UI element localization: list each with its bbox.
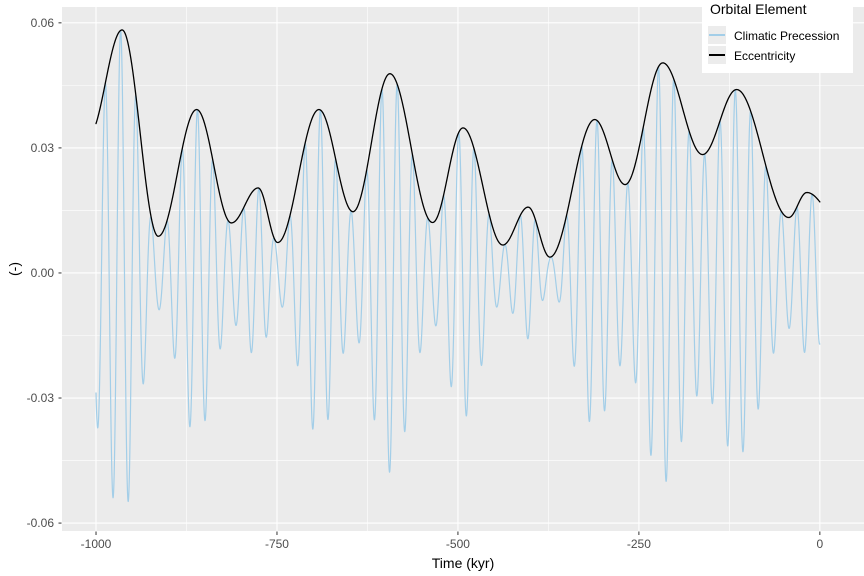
x-tick-label: 0 — [816, 537, 824, 551]
y-tick-label: 0.00 — [30, 265, 54, 280]
x-tick-label: -1000 — [80, 537, 112, 551]
legend-label-eccentricity: Eccentricity — [734, 49, 796, 63]
legend: Orbital Element Climatic Precession Ecce… — [702, 0, 853, 73]
y-tick-label: -0.03 — [26, 391, 54, 406]
precession-line-sample — [709, 34, 725, 36]
y-tick-label: 0.06 — [30, 15, 54, 30]
x-axis-title: Time (kyr) — [431, 555, 495, 571]
x-tick-label: -750 — [264, 537, 289, 551]
eccentricity-line-sample — [709, 54, 725, 56]
legend-item-eccentricity: Eccentricity — [708, 46, 852, 64]
legend-key-eccentricity — [708, 46, 726, 64]
legend-title: Orbital Element — [710, 1, 807, 17]
legend-item-climatic-precession: Climatic Precession — [708, 26, 852, 44]
x-tick-label: -500 — [445, 537, 470, 551]
y-tick-label: 0.03 — [30, 140, 54, 155]
y-tick-label: -0.06 — [26, 516, 54, 531]
legend-label-precession: Climatic Precession — [734, 29, 840, 43]
legend-key-precession — [708, 26, 726, 44]
x-tick-label: -250 — [626, 537, 651, 551]
